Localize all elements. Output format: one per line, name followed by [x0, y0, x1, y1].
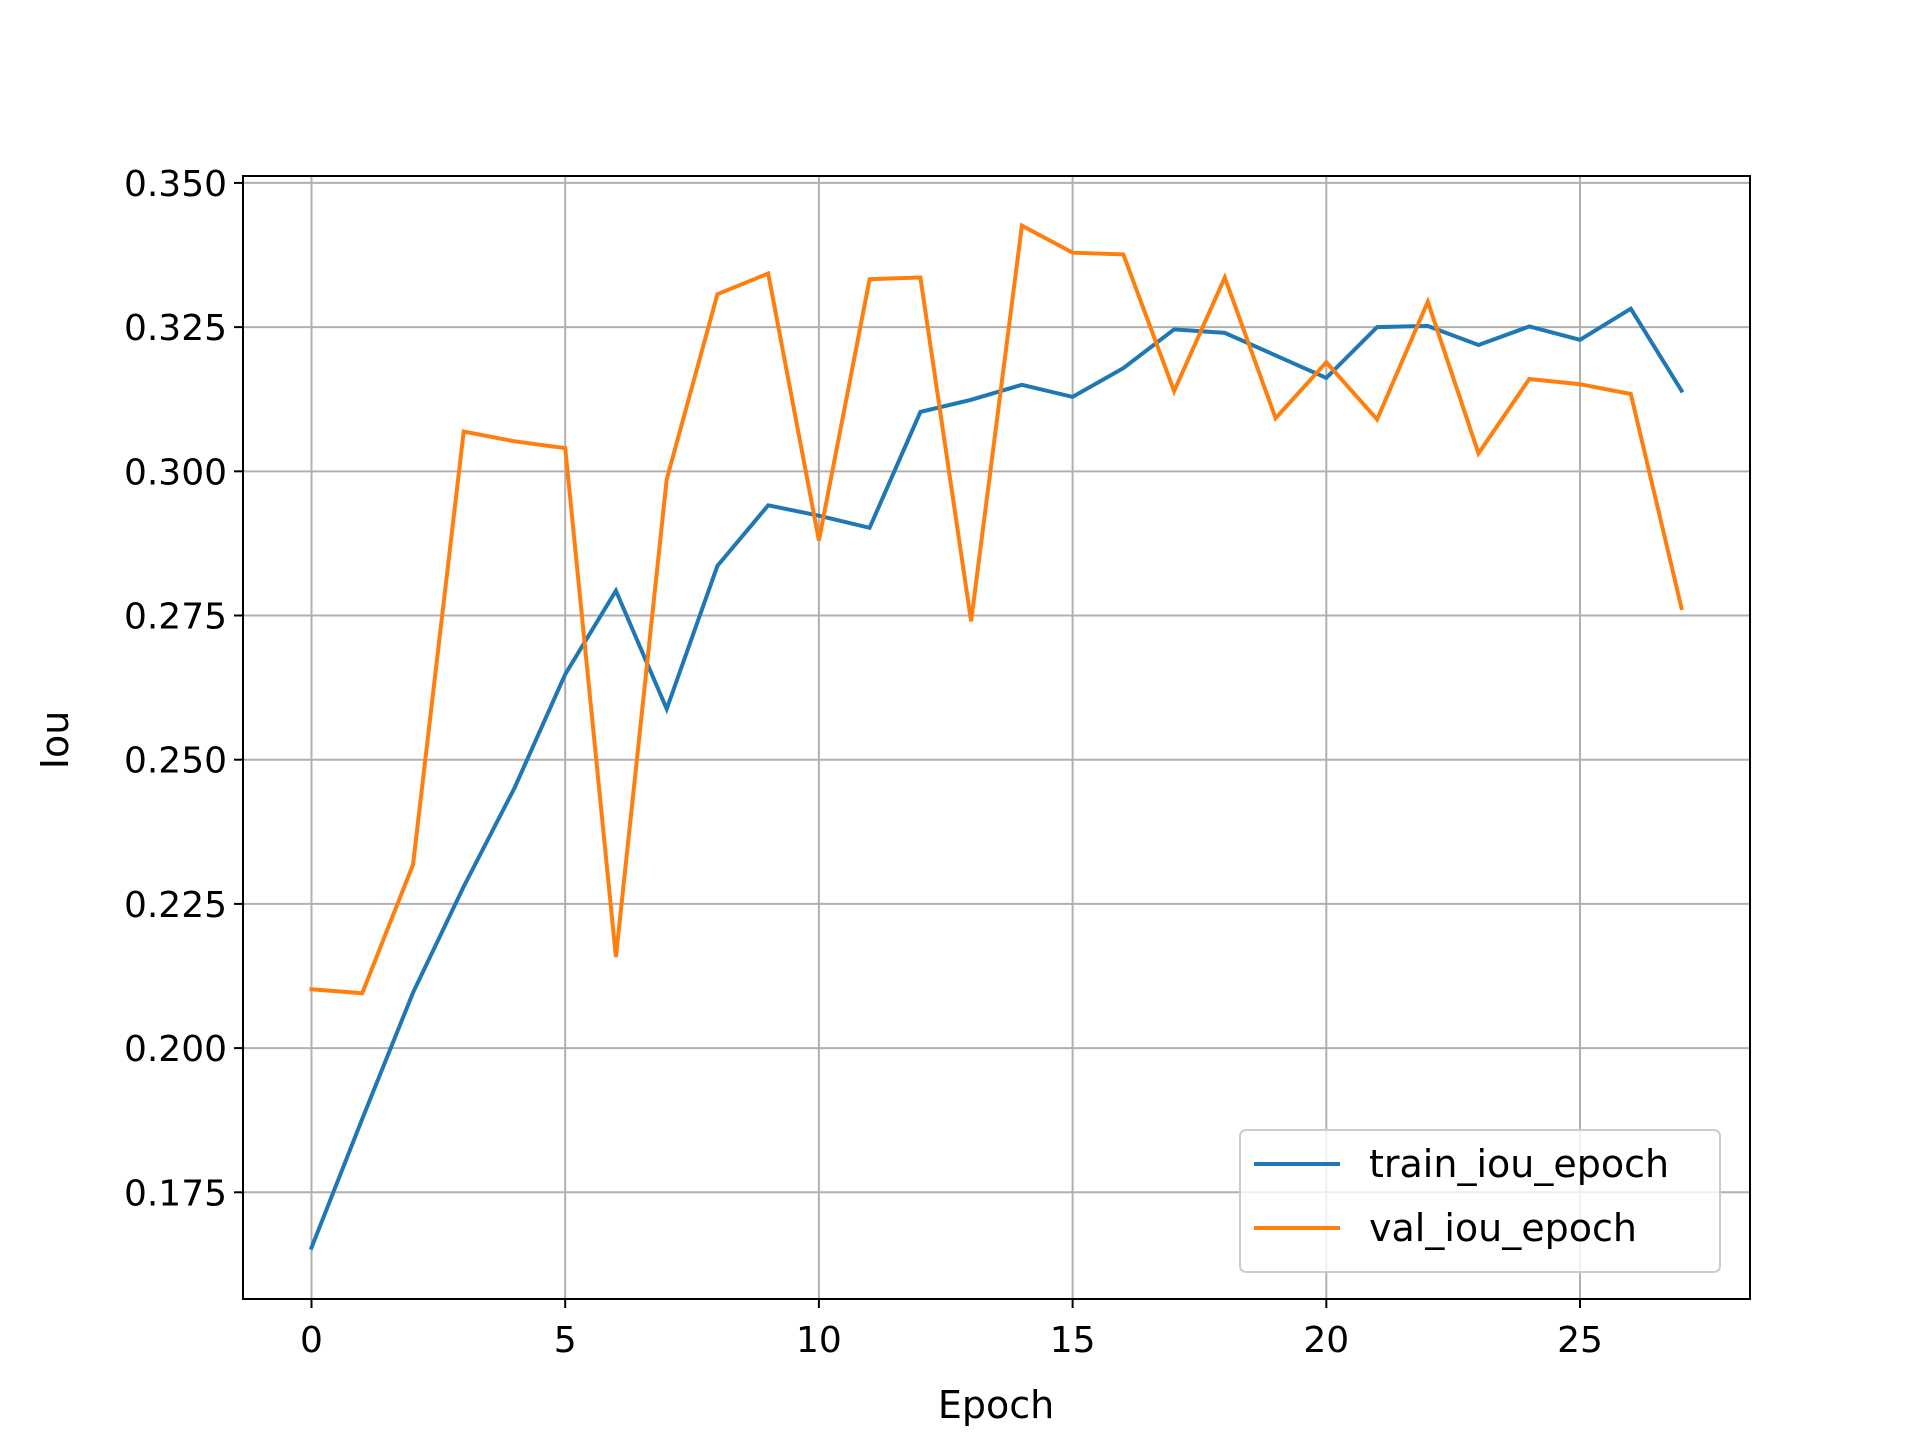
y-tick-label: 0.200: [124, 1029, 227, 1070]
series-line-train-iou-epoch: [308, 305, 1685, 1251]
plot-area-frame: [242, 175, 1751, 1300]
x-tick-label: 5: [554, 1320, 577, 1361]
y-tick-label: 0.225: [124, 885, 227, 926]
y-tick-label: 0.250: [124, 741, 227, 782]
series-line-val-iou-epoch: [309, 222, 1684, 996]
y-tick-label: 0.275: [124, 597, 227, 638]
legend-label: train_iou_epoch: [1369, 1142, 1669, 1186]
x-tick-label: 25: [1557, 1320, 1603, 1361]
x-axis-title: Epoch: [938, 1383, 1054, 1427]
legend-label: val_iou_epoch: [1369, 1206, 1637, 1250]
grid-layer: [243, 176, 1750, 1299]
y-axis-title: Iou: [33, 711, 77, 770]
tick-layer: 0 5 10 15 20 25 0.175 0.200 0.225 0.250 0.275 0.300…: [124, 164, 1603, 1361]
x-tick-label: 20: [1303, 1320, 1349, 1361]
x-tick-label: 15: [1050, 1320, 1096, 1361]
y-tick-label: 0.325: [124, 308, 227, 349]
x-tick-label: 10: [796, 1320, 842, 1361]
x-tick-label: 0: [300, 1320, 323, 1361]
legend-box: [1239, 1129, 1721, 1273]
y-tick-label: 0.175: [124, 1173, 227, 1214]
series-layer: [308, 222, 1685, 1251]
y-tick-label: 0.350: [124, 164, 227, 205]
legend: train_iou_epoch val_iou_epoch: [1239, 1129, 1721, 1273]
y-tick-label: 0.300: [124, 452, 227, 493]
